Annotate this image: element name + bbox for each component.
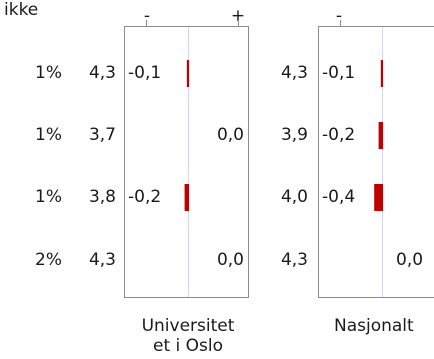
nasjonalt-panel-frame (318, 26, 434, 298)
ikke-row-4: 2% (35, 250, 62, 270)
uio-diff-bar-row-1 (186, 60, 189, 87)
uio-mean-row-4: 4,3 (88, 250, 116, 270)
ikke-row-1: 1% (35, 63, 62, 83)
nasjonalt-diff-bar-row-1 (380, 60, 383, 87)
nasjonalt-diff-label-row-3: -0,4 (322, 187, 356, 207)
uio-diff-label-row-3: -0,2 (128, 187, 162, 207)
uio-panel-title-line-2: et i Oslo (152, 336, 224, 356)
nasjonalt-panel (318, 20, 434, 298)
nasjonalt-axis-minus-label: - (335, 6, 343, 26)
uio-diff-bar-row-3 (184, 184, 189, 211)
uio-diff-label-row-2: 0,0 (216, 125, 244, 145)
uio-mean-row-1: 4,3 (88, 63, 116, 83)
uio-diff-label-row-1: -0,1 (128, 63, 162, 83)
uio-diff-label-row-4: 0,0 (216, 250, 244, 270)
nasjonalt-mean-row-1: 4,3 (280, 63, 308, 83)
nasjonalt-mean-row-3: 4,0 (280, 187, 308, 207)
nasjonalt-diff-bar-row-2 (378, 122, 383, 149)
uio-panel (124, 20, 249, 298)
nasjonalt-diff-label-row-1: -0,1 (322, 63, 356, 83)
uio-panel-frame (124, 26, 249, 298)
nasjonalt-diff-label-row-4: 0,0 (396, 250, 424, 270)
uio-mean-row-2: 3,7 (88, 125, 116, 145)
uio-panel-title-line-1: Universitet (141, 316, 235, 336)
nasjonalt-mean-row-2: 3,9 (280, 125, 308, 145)
nasjonalt-diff-bar-row-3 (374, 184, 383, 211)
nasjonalt-mean-row-4: 4,3 (280, 250, 308, 270)
ikke-column-header: ikke (4, 0, 39, 20)
ikke-row-3: 1% (35, 187, 62, 207)
ikke-row-2: 1% (35, 125, 62, 145)
uio-axis-plus-label: + (230, 6, 246, 26)
nasjonalt-diff-label-row-2: -0,2 (322, 125, 356, 145)
uio-axis-minus-label: - (143, 6, 151, 26)
uio-mean-row-3: 3,8 (88, 187, 116, 207)
nasjonalt-panel-title: Nasjonalt (334, 316, 414, 336)
